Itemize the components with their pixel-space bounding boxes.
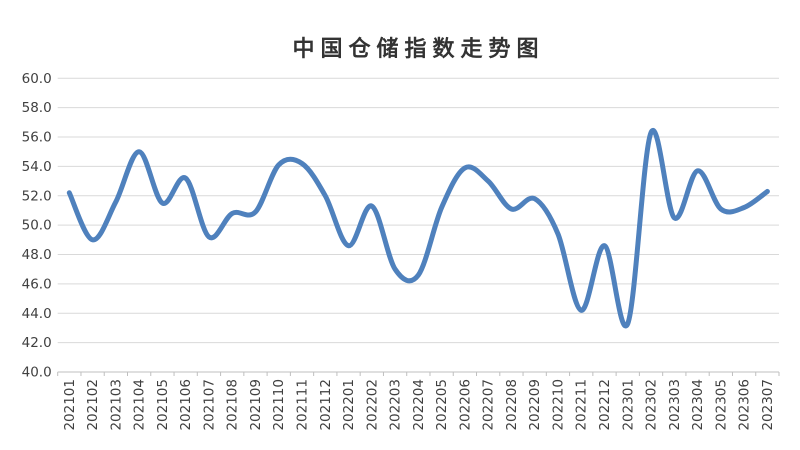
x-tick-label: 202305 xyxy=(713,379,729,431)
y-tick-label: 58.0 xyxy=(22,100,52,116)
x-tick-label: 202108 xyxy=(225,379,241,431)
x-tick-label: 202203 xyxy=(388,379,404,431)
x-tick-label: 202112 xyxy=(318,379,334,431)
x-tick-label: 202104 xyxy=(132,379,148,431)
x-axis-ticks xyxy=(57,372,780,376)
y-tick-label: 42.0 xyxy=(22,335,52,351)
x-tick-label: 202106 xyxy=(178,379,194,431)
x-tick-label: 202301 xyxy=(620,379,636,431)
x-tick-label: 202109 xyxy=(248,379,264,431)
x-tick-label: 202208 xyxy=(504,379,520,431)
x-tick-label: 202201 xyxy=(341,379,357,431)
x-tick-label: 202102 xyxy=(85,379,101,431)
x-tick-label: 202210 xyxy=(550,379,566,431)
x-tick-label: 202111 xyxy=(295,379,311,431)
y-tick-label: 40.0 xyxy=(22,365,52,381)
x-tick-label: 202306 xyxy=(737,379,753,431)
index-line-series xyxy=(66,127,770,329)
x-axis-labels: 202101 202102 202103 202104 202105 202106 2021… xyxy=(62,379,776,431)
chart-title: 中国仓储指数走势图 xyxy=(292,36,545,62)
x-tick-label: 202304 xyxy=(690,379,706,431)
x-tick-label: 202202 xyxy=(364,379,380,431)
x-tick-label: 202101 xyxy=(62,379,78,431)
y-tick-label: 56.0 xyxy=(22,130,52,146)
y-tick-label: 52.0 xyxy=(22,188,52,204)
x-tick-label: 202207 xyxy=(481,379,497,431)
x-tick-label: 202303 xyxy=(667,379,683,431)
x-tick-label: 202206 xyxy=(457,379,473,431)
x-tick-label: 202205 xyxy=(434,379,450,431)
x-tick-label: 202307 xyxy=(760,379,776,431)
y-tick-label: 60.0 xyxy=(22,71,52,87)
y-axis-labels: 40.0 42.0 44.0 46.0 48.0 50.0 52.0 54.0 56.0 58.0… xyxy=(22,71,52,381)
x-tick-label: 202302 xyxy=(644,379,660,431)
x-tick-label: 202209 xyxy=(527,379,543,431)
x-tick-label: 202103 xyxy=(108,379,124,431)
y-tick-label: 48.0 xyxy=(22,247,52,263)
y-tick-label: 44.0 xyxy=(22,306,52,322)
x-tick-label: 202105 xyxy=(155,379,171,431)
x-tick-label: 202110 xyxy=(271,379,287,431)
gridlines xyxy=(57,77,779,373)
y-tick-label: 50.0 xyxy=(22,218,52,234)
x-tick-label: 202204 xyxy=(411,379,427,431)
x-tick-label: 202107 xyxy=(201,379,217,431)
x-tick-label: 202211 xyxy=(574,379,590,431)
y-tick-label: 46.0 xyxy=(22,276,52,292)
x-tick-label: 202212 xyxy=(597,379,613,431)
y-tick-label: 54.0 xyxy=(22,159,52,175)
